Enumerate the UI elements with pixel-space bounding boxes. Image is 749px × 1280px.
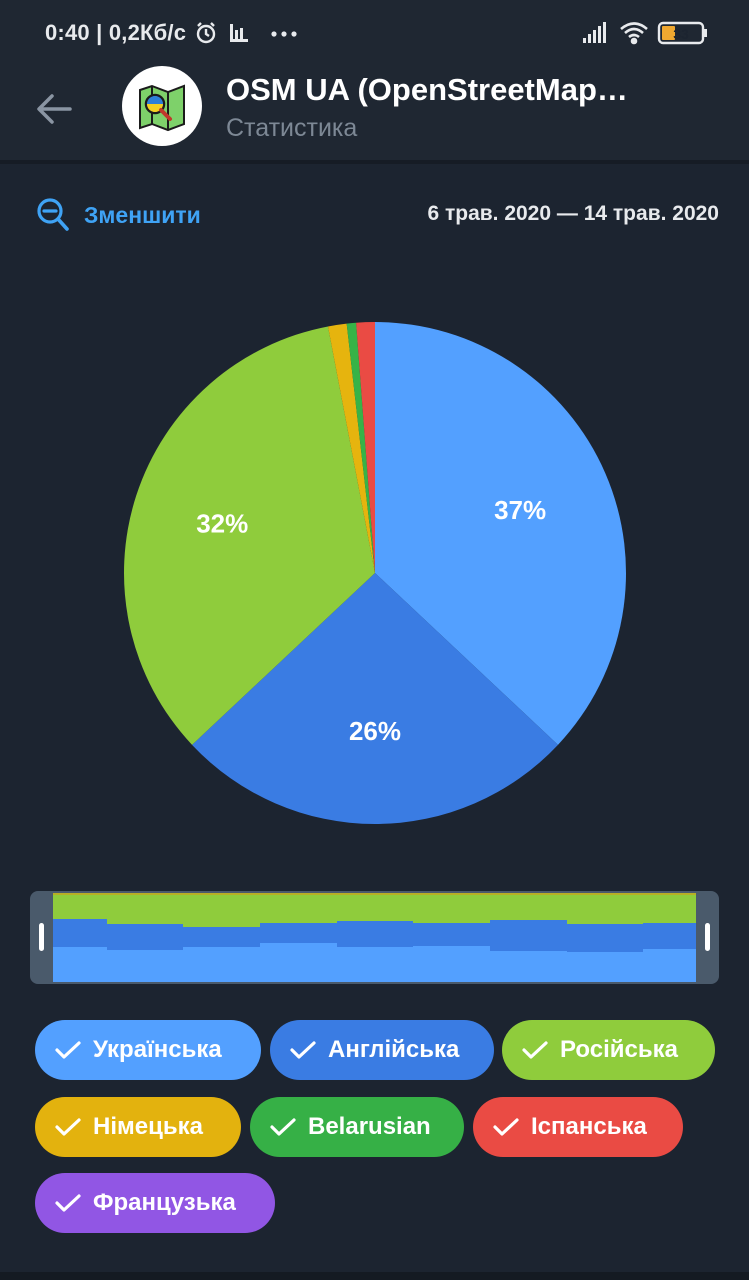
zoom-out-button[interactable]: Зменшити — [36, 195, 201, 235]
app-header: OSM UA (OpenStreetMap… Статистика — [0, 56, 749, 164]
check-icon — [55, 1194, 81, 1212]
chip-label: Belarusian — [308, 1113, 431, 1140]
wifi-icon — [620, 22, 648, 45]
pie-slice-1[interactable] — [375, 322, 626, 745]
check-icon — [270, 1118, 296, 1136]
page-subtitle: Статистика — [226, 114, 358, 142]
chip-label: Французька — [93, 1189, 236, 1216]
chip-english[interactable]: Англійська — [270, 1020, 494, 1080]
pie-slice-6[interactable] — [356, 322, 375, 573]
zoom-out-label: Зменшити — [84, 201, 201, 228]
stats-icon — [230, 24, 248, 42]
chip-french[interactable]: Французька — [35, 1173, 275, 1233]
pie-slice-2[interactable] — [192, 573, 558, 824]
map-magnifier-icon — [139, 84, 185, 132]
chip-label: Англійська — [328, 1036, 460, 1063]
chip-label: Російська — [560, 1036, 678, 1063]
pie-label-1: 37% — [494, 495, 546, 525]
chip-label: Українська — [93, 1036, 222, 1063]
status-bar: 0:40 | 0,2Кб/с — [0, 0, 749, 56]
navigator-right-handle[interactable] — [696, 891, 719, 984]
chip-russian[interactable]: Російська — [502, 1020, 715, 1080]
signal-icon — [583, 22, 606, 43]
arrow-left-icon — [37, 94, 72, 124]
pie-label-2: 26% — [349, 716, 401, 746]
zoom-out-icon — [37, 198, 69, 231]
channel-title: OSM UA (OpenStreetMap… — [226, 72, 628, 107]
check-icon — [493, 1118, 519, 1136]
battery-level: 33 — [673, 26, 689, 42]
battery-icon: 33 — [657, 21, 707, 45]
chip-spanish[interactable]: Іспанська — [473, 1097, 683, 1157]
back-button[interactable] — [30, 86, 76, 132]
check-icon — [522, 1041, 548, 1059]
pie-slice-3[interactable] — [124, 326, 376, 745]
system-nav-strip — [0, 1272, 749, 1280]
channel-avatar[interactable] — [122, 66, 202, 146]
navigator-left-handle[interactable] — [30, 891, 53, 984]
pie-slice-5[interactable] — [346, 322, 375, 573]
chip-german[interactable]: Німецька — [35, 1097, 241, 1157]
status-time: 0:40 | 0,2Кб/с — [45, 20, 187, 45]
navigator-preview — [53, 893, 696, 982]
more-dots-icon — [271, 31, 297, 37]
chip-ukrainian[interactable]: Українська — [35, 1020, 261, 1080]
status-left-icons — [196, 20, 306, 53]
chip-label: Німецька — [93, 1113, 203, 1140]
pie-slice-4[interactable] — [327, 323, 375, 573]
alarm-icon — [196, 22, 216, 44]
check-icon — [55, 1118, 81, 1136]
chip-label: Іспанська — [531, 1113, 647, 1140]
date-range: 6 трав. 2020 — 14 трав. 2020 — [427, 202, 719, 225]
status-right-icons: 33 — [581, 18, 711, 48]
check-icon — [55, 1041, 81, 1059]
check-icon — [290, 1041, 316, 1059]
pie-label-3: 32% — [196, 508, 248, 538]
pie-chart: 37% 26% 32% — [0, 300, 749, 860]
range-navigator[interactable] — [30, 891, 719, 984]
chip-belarusian[interactable]: Belarusian — [250, 1097, 464, 1157]
